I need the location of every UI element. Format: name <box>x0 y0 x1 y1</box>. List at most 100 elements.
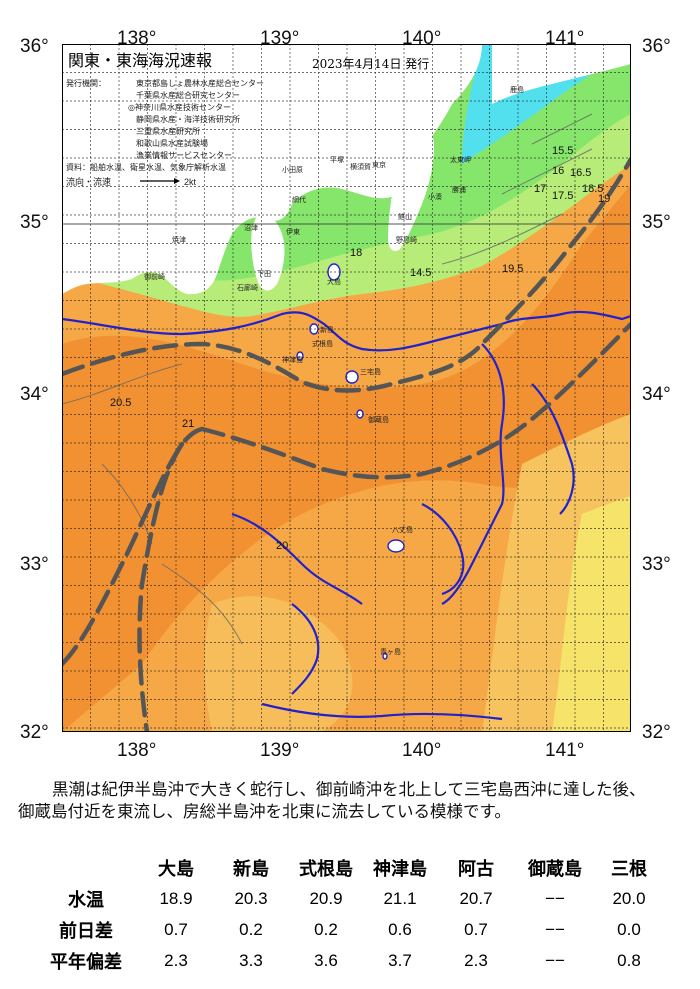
place-taitou: 太東岬 <box>450 155 471 164</box>
contour-label-17: 17 <box>534 183 546 195</box>
place-omaezaki: 御前崎 <box>144 272 165 281</box>
flow-scale: 2kt <box>184 177 197 187</box>
place-shikine: 式根島 <box>312 339 333 348</box>
hachijojima-island <box>387 539 405 553</box>
place-iro: 石廊崎 <box>237 283 258 292</box>
table-row: 平年偏差 2.3 3.3 3.6 3.7 2.3 −− 0.8 <box>34 945 664 976</box>
aogashima-island <box>382 652 388 660</box>
row-label: 水温 <box>68 889 104 911</box>
table-cell: 18.9 <box>159 888 193 908</box>
place-shimoda: 下田 <box>257 270 271 278</box>
kozushima-island <box>296 351 304 361</box>
lat-label-35-right: 35° <box>642 212 671 233</box>
issuer-4: 静岡県水産・海洋技術研究所 <box>136 114 240 124</box>
place-kozu: 神津島 <box>282 355 303 364</box>
contour-label-14-5: 14.5 <box>410 267 431 279</box>
lat-label-33: 33° <box>20 554 49 575</box>
sea-temperature-map[interactable]: 15.5 16 16.5 17 17.5 18 18.5 19 19.5 20 … <box>62 44 631 732</box>
lat-label-34-right: 34° <box>642 384 671 405</box>
place-ajiro: 網代 <box>292 195 306 204</box>
table-cell: 20.7 <box>459 888 493 908</box>
table-cell: 3.7 <box>388 950 412 970</box>
lon-label-138: 138° <box>117 28 157 49</box>
place-numazu: 沼津 <box>244 223 258 232</box>
contour-label-18-5: 18.5 <box>582 183 603 195</box>
place-ito: 伊東 <box>286 227 300 236</box>
contour-label-20-5: 20.5 <box>110 397 131 409</box>
table-cell: 0.8 <box>617 950 641 970</box>
table-row: 水温 18.9 20.3 20.9 21.1 20.7 −− 20.0 <box>34 883 664 914</box>
contour-label-19: 19 <box>598 193 610 205</box>
table-cell: 20.0 <box>612 888 646 908</box>
map-title: 関東・東海海況速報 <box>68 51 212 70</box>
column-header: 式根島 <box>299 858 353 880</box>
contour-label-16-5: 16.5 <box>570 167 591 179</box>
isotherm-20-contours <box>62 310 631 721</box>
flow-arrowhead-icon <box>174 178 180 184</box>
place-tokyo: 東京 <box>372 160 386 169</box>
boso-peninsula <box>388 133 434 251</box>
place-kashima: 鹿島 <box>510 85 524 94</box>
column-header: 阿古 <box>458 858 494 880</box>
place-aogashima: 青ヶ島 <box>380 647 401 656</box>
kuroshio-axis <box>62 156 631 732</box>
table-header-row: 大島 新島 式根島 神津島 阿古 御蔵島 三根 <box>34 852 664 883</box>
issuer-3: ◎神奈川県水産技術センター <box>128 102 231 112</box>
place-yaizu: 焼津 <box>172 235 186 244</box>
table-cell: 2.3 <box>164 950 188 970</box>
description-line-1: 黒潮は紀伊半島沖で大きく蛇行し、御前崎沖を北上して三宅島西沖に達した後、 <box>52 780 646 799</box>
place-oshima: 大島 <box>327 277 341 286</box>
issuer-5: 三重県水産研究所 <box>136 126 200 136</box>
lat-label-32-right: 32° <box>642 722 671 743</box>
contour-label-15-5: 15.5 <box>552 145 573 157</box>
table-cell: 21.1 <box>383 888 417 908</box>
column-header: 神津島 <box>373 858 427 880</box>
table-cell: 0.7 <box>164 919 188 939</box>
description-line-2: 御蔵島付近を東流し、房総半島沖を北東に流去している模様です。 <box>18 802 511 821</box>
column-header: 新島 <box>233 858 269 880</box>
issuer-1: 東京都島しょ農林水産総合センター <box>136 78 264 88</box>
place-miyake: 三宅島 <box>360 367 381 376</box>
lon-label-140-bottom: 140° <box>402 740 442 761</box>
issuer-6: 和歌山県水産試験場 <box>136 138 208 148</box>
contour-label-16: 16 <box>552 165 564 177</box>
place-mikura: 御蔵島 <box>368 415 389 424</box>
place-hiratsuka: 平塚 <box>330 155 344 164</box>
place-tateyama: 館山 <box>398 212 412 221</box>
place-yokosuka: 横須賀 <box>350 162 371 171</box>
lon-label-141: 141° <box>545 28 585 49</box>
table-cell: 0.2 <box>239 919 263 939</box>
table-cell: 2.3 <box>464 950 488 970</box>
contour-labels: 15.5 16 16.5 17 17.5 18 18.5 19 19.5 20 … <box>110 145 610 552</box>
issuer-2: 千葉県水産総合研究センター <box>136 90 240 100</box>
row-label: 前日差 <box>59 920 113 942</box>
place-nojima: 野島崎 <box>396 235 417 244</box>
table-row: 前日差 0.7 0.2 0.2 0.6 0.7 −− 0.0 <box>34 914 664 945</box>
column-header: 三根 <box>611 858 647 880</box>
contour-label-18: 18 <box>350 247 362 259</box>
table-cell: −− <box>545 919 565 939</box>
table-cell: 20.3 <box>234 888 268 908</box>
issue-date: 2023年4月14日 発行 <box>312 57 429 71</box>
lat-label-35: 35° <box>20 212 49 233</box>
miyakejima-island <box>345 370 359 384</box>
lat-label-36-right: 36° <box>642 36 671 57</box>
table-cell: 20.9 <box>309 888 343 908</box>
table-corner <box>34 852 138 883</box>
honshu-land <box>62 44 482 295</box>
lat-label-33-right: 33° <box>642 554 671 575</box>
data-sources: 資料：船舶水温、衛星水温、気象庁解析水温 <box>66 162 226 172</box>
contour-label-21: 21 <box>182 418 194 430</box>
column-header: 大島 <box>158 858 194 880</box>
lat-label-36: 36° <box>20 36 49 57</box>
row-label: 平年偏差 <box>50 951 122 973</box>
place-niijima: 新島 <box>320 325 334 334</box>
flow-legend-label: 流向・流速 <box>66 176 111 188</box>
table-cell: 0.0 <box>617 919 641 939</box>
issuer-7: 漁業情報サービスセンター <box>136 150 232 160</box>
place-name-labels: 東京 鹿島 太東岬 勝浦 小湊 館山 野島崎 横須賀 平塚 小田原 伊東 網代 … <box>144 85 524 656</box>
place-odawara: 小田原 <box>282 165 303 174</box>
place-katsuura: 勝浦 <box>452 185 466 194</box>
izu-peninsula <box>251 213 285 291</box>
lon-label-139-bottom: 139° <box>260 740 300 761</box>
